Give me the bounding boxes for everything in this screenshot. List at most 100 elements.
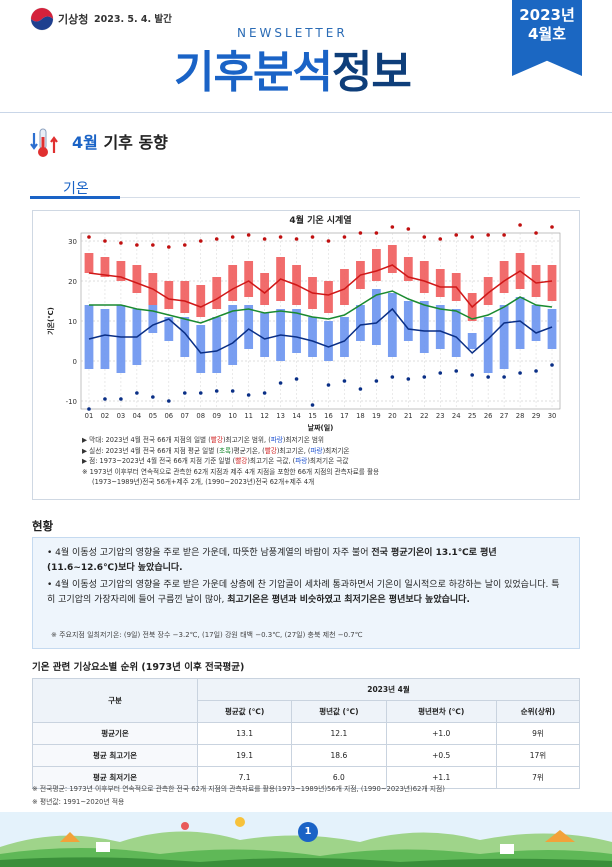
record-min-temp-point [390, 375, 395, 379]
table-row: 평균 최고기온 19.1 18.6 +0.5 17위 [32, 744, 581, 767]
x-tick-label: 01 [85, 412, 94, 420]
record-min-temp-point [374, 379, 379, 383]
record-max-temp-point [151, 243, 155, 247]
section-title: 4월 기후 동향 [72, 129, 168, 153]
col-header-anomaly: 평년편차 (℃) [385, 700, 497, 723]
record-max-temp-point [246, 233, 251, 237]
record-min-temp-point [486, 375, 490, 379]
min-temp-range-bar [547, 309, 557, 349]
status-title: 현황 [32, 519, 54, 533]
record-min-temp-point [310, 403, 315, 407]
record-min-temp-point [294, 377, 299, 381]
record-max-temp-point [103, 239, 107, 243]
record-max-temp-point [198, 239, 203, 243]
min-temp-range-bar [308, 317, 317, 357]
record-max-temp-point [422, 235, 427, 239]
record-min-temp-point [358, 387, 363, 391]
min-temp-range-bar [483, 317, 493, 373]
y-tick-label: -10 [66, 398, 77, 406]
footnotes: ※ 전국평균: 1973년 이후부터 연속적으로 관측한 전국 62개 지점의 … [32, 783, 445, 809]
min-temp-range-bar [196, 325, 206, 373]
max-temp-range-bar [196, 285, 206, 317]
record-min-temp-point [550, 363, 554, 367]
min-temp-range-bar [116, 305, 126, 373]
newsletter-header: 기상청 2023. 5. 4. 발간 NEWSLETTER 기후분석정보 202… [0, 0, 612, 112]
max-temp-range-bar [212, 277, 222, 309]
x-axis-label: 날짜(일) [308, 423, 334, 432]
footnote-national-average: ※ 전국평균: 1973년 이후부터 연속적으로 관측한 전국 62개 지점의 … [32, 785, 445, 793]
record-max-temp-point [534, 231, 538, 235]
x-tick-label: 23 [436, 412, 445, 420]
record-min-temp-point [422, 375, 427, 379]
status-bullet-1: • 4월 이동성 고기압의 영향을 주로 받은 가운데, 따뜻한 남풍계열의 바… [47, 548, 497, 573]
x-tick-label: 28 [516, 412, 525, 420]
record-max-temp-point [119, 241, 123, 245]
record-max-temp-point [550, 225, 554, 229]
x-tick-label: 21 [404, 412, 413, 420]
rank-table: 구분 2023년 4월 평균값 (℃) 평년값 (℃) 평년편차 (℃) 순위(… [32, 678, 581, 789]
record-min-temp-point [534, 369, 538, 373]
ribbon-month: 4월호 [527, 25, 567, 43]
min-temp-range-bar [435, 305, 445, 349]
x-tick-label: 15 [308, 412, 317, 420]
plot-area [80, 232, 561, 410]
min-temp-range-bar [260, 313, 270, 357]
record-min-temp-point [262, 391, 267, 395]
min-temp-range-bar [324, 321, 333, 361]
max-temp-range-bar [371, 249, 381, 281]
max-temp-range-bar [387, 245, 397, 273]
table-header-row: 구분 2023년 4월 [32, 678, 580, 723]
max-temp-range-bar [260, 273, 270, 305]
max-temp-range-bar [547, 265, 557, 301]
record-max-temp-point [87, 235, 91, 239]
record-min-temp-point [151, 395, 155, 399]
record-max-temp-point [406, 227, 411, 231]
page-number: 1 [298, 822, 318, 842]
y-tick-label: 0 [73, 358, 77, 366]
x-tick-label: 12 [260, 412, 269, 420]
mean-min-temp-line [88, 307, 553, 355]
record-min-temp-point [182, 391, 187, 395]
x-tick-label: 25 [468, 412, 477, 420]
record-max-temp-point [230, 235, 235, 239]
record-max-temp-point [326, 239, 331, 243]
chart-title: 4월 기온 시계열 [289, 214, 351, 226]
ribbon-year: 2023년 [519, 6, 575, 24]
record-max-temp-point [470, 235, 474, 239]
min-temp-range-bar [244, 305, 254, 349]
record-max-temp-point [342, 235, 347, 239]
note-line: ▶ 실선: 2023년 4월 전국 66개 지점 평균 일별 (초록)평균기온,… [82, 446, 350, 455]
table-subheader-row: 평균값 (℃) 평년값 (℃) 평년편차 (℃) 순위(상위) [33, 700, 581, 723]
col-group-header: 구분 [32, 678, 198, 723]
record-max-temp-point [310, 235, 315, 239]
mean-temp-line [88, 290, 553, 324]
col-header-rank: 순위(상위) [495, 700, 581, 723]
min-temp-range-bar [499, 305, 509, 369]
min-temp-range-bar [356, 305, 365, 341]
title-part1: 기후분석 [174, 47, 333, 98]
section-title-text: 기후 동향 [103, 133, 168, 152]
min-temp-range-bar [148, 305, 158, 333]
min-temp-range-bar [403, 301, 413, 341]
y-axis-label: 기온(℃) [46, 307, 55, 335]
record-min-temp-point [246, 393, 251, 397]
record-max-temp-point [358, 231, 363, 235]
record-max-temp-point [374, 231, 379, 235]
record-max-temp-point [214, 237, 219, 241]
x-tick-label: 18 [356, 412, 365, 420]
record-min-temp-point [502, 375, 506, 379]
x-tick-label: 03 [117, 412, 126, 420]
record-min-temp-point [214, 389, 219, 393]
min-temp-range-bar [371, 289, 381, 345]
max-temp-range-bar [164, 281, 174, 309]
record-min-temp-point [278, 381, 283, 385]
x-tick-label: 29 [532, 412, 541, 420]
min-temp-range-bar [100, 309, 110, 369]
newsletter-label: NEWSLETTER [237, 26, 348, 40]
max-temp-range-bar [244, 261, 254, 297]
x-tick-label: 27 [500, 412, 509, 420]
record-max-temp-point [182, 243, 187, 247]
thermometer-icon [30, 128, 58, 157]
record-min-temp-point [87, 407, 91, 411]
x-tick-label: 11 [244, 412, 253, 420]
